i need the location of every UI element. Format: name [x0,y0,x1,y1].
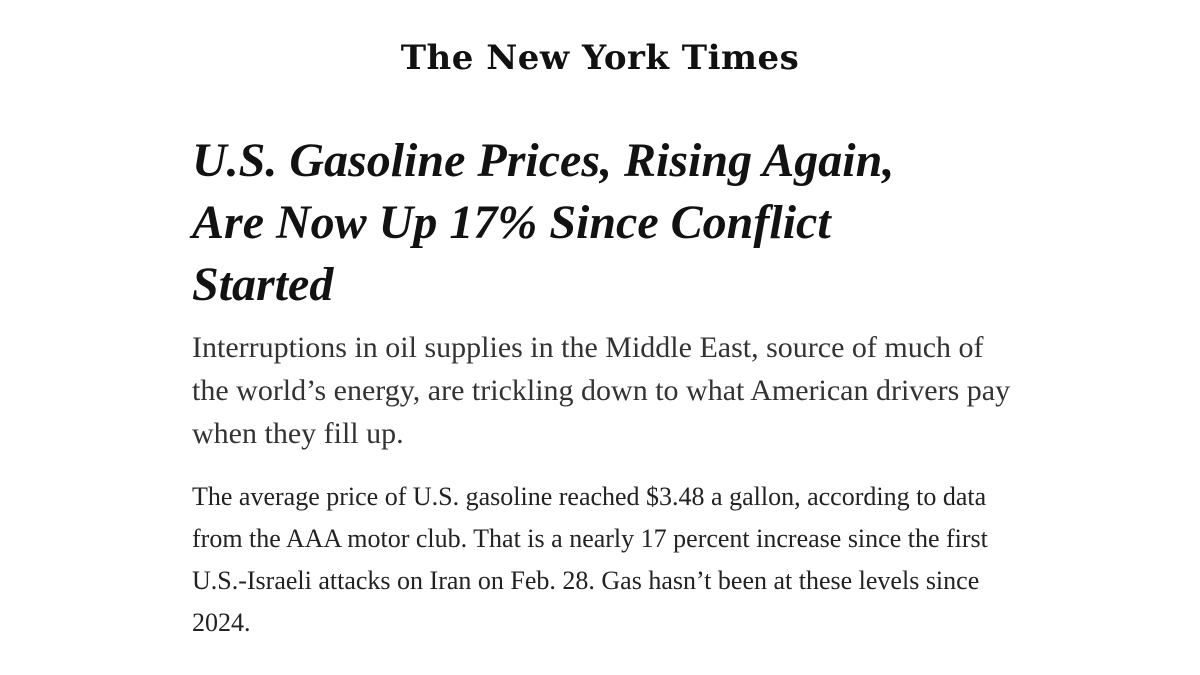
article-headline: U.S. Gasoline Prices, Rising Again, Are … [192,134,895,311]
article-body-paragraph: The average price of U.S. gasoline reach… [192,482,988,637]
nyt-logo: The New York Times [400,38,800,78]
article-summary: Interruptions in oil supplies in the Mid… [192,331,1011,450]
